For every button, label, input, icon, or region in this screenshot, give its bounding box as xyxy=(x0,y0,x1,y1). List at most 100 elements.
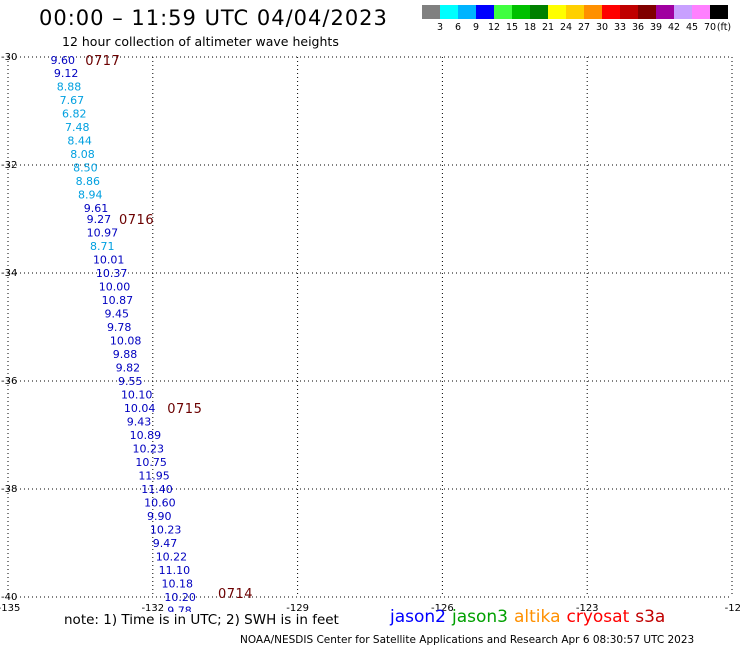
swh-value: 8.71 xyxy=(90,240,115,253)
altimeter-map: -30 -32 -34 -36 -38 -40-135 -132 -129 -126 -123 -1… xyxy=(0,52,740,613)
swh-value: 10.00 xyxy=(99,281,131,294)
swh-value: 9.61 xyxy=(84,202,109,215)
colorbar-swatch xyxy=(710,5,728,19)
swh-value: 9.27 xyxy=(87,213,112,226)
colorbar-label: 39 xyxy=(650,22,662,33)
colorbar-swatch xyxy=(548,5,566,19)
colorbar-label: 3 xyxy=(437,22,443,33)
colorbar-label: 24 xyxy=(560,22,572,33)
swh-value: 11.95 xyxy=(138,470,170,483)
colorbar-swatch xyxy=(674,5,692,19)
swh-value: 10.20 xyxy=(164,591,196,604)
colorbar-swatch xyxy=(638,5,656,19)
colorbar-label: 6 xyxy=(455,22,461,33)
latitude-label: -30 xyxy=(1,52,17,63)
colorbar-unit: (ft) xyxy=(717,22,731,33)
satellite-legend-jason3: jason3 xyxy=(452,607,508,627)
satellite-legend: jason2 jason3 altika cryosat s3a xyxy=(390,607,671,627)
colorbar-label: 21 xyxy=(542,22,554,33)
colorbar-swatch xyxy=(512,5,530,19)
latitude-label: -32 xyxy=(1,160,17,171)
colorbar-label: 45 xyxy=(686,22,698,33)
colorbar-swatch xyxy=(476,5,494,19)
swh-value: 11.40 xyxy=(141,483,173,496)
colorbar-swatch xyxy=(692,5,710,19)
latitude-label: -36 xyxy=(1,376,17,387)
map-title: 00:00 – 11:59 UTC 04/04/2023 xyxy=(39,6,388,30)
swh-value: 9.55 xyxy=(118,375,143,388)
swh-value: 10.37 xyxy=(96,267,128,280)
swh-value: 10.87 xyxy=(102,294,133,307)
swh-value: 9.88 xyxy=(113,348,138,361)
longitude-label: -120 xyxy=(725,603,740,612)
colorbar-label: 27 xyxy=(578,22,590,33)
longitude-label: -123 xyxy=(576,603,599,612)
map-subtitle: 12 hour collection of altimeter wave hei… xyxy=(62,34,339,49)
colorbar-label: 12 xyxy=(488,22,500,33)
colorbar-swatch xyxy=(656,5,674,19)
swh-value: 10.60 xyxy=(144,497,176,510)
satellite-legend-s3a: s3a xyxy=(635,607,666,627)
swh-value: 8.86 xyxy=(76,175,101,188)
swh-value: 6.82 xyxy=(62,108,87,121)
swh-value: 10.75 xyxy=(135,456,167,469)
longitude-label: -132 xyxy=(141,603,164,612)
track-time-label: 0717 xyxy=(85,54,120,69)
swh-value: 11.10 xyxy=(159,564,191,577)
longitude-label: -126 xyxy=(431,603,454,612)
latitude-label: -40 xyxy=(1,592,17,603)
footer-note: note: 1) Time is in UTC; 2) SWH is in fe… xyxy=(64,612,339,628)
colorbar-swatch xyxy=(584,5,602,19)
swh-value: 8.08 xyxy=(70,148,95,161)
swh-value: 9.12 xyxy=(54,67,79,80)
swh-value: 7.48 xyxy=(65,121,90,134)
swh-value: 9.82 xyxy=(116,362,141,375)
swh-value: 10.23 xyxy=(133,443,165,456)
wave-height-colorbar: 3 6 9 12 15 18 21 24 27 30 33 36 39 42 45 70 (ft) xyxy=(422,5,731,33)
swh-value: 10.97 xyxy=(87,227,119,240)
swh-value: 10.10 xyxy=(121,389,153,402)
satellite-legend-altika: altika xyxy=(514,607,561,627)
colorbar-label: 70 xyxy=(704,22,716,33)
track-time-label: 0716 xyxy=(119,213,154,228)
colorbar-label: 30 xyxy=(596,22,608,33)
longitude-label: -135 xyxy=(0,603,20,612)
swh-value: 9.43 xyxy=(127,416,151,429)
track-time-label: 0714 xyxy=(218,587,253,602)
swh-value: 10.22 xyxy=(156,551,188,564)
swh-value: 9.78 xyxy=(167,605,192,613)
swh-value: 10.89 xyxy=(130,429,162,442)
colorbar-swatch xyxy=(440,5,458,19)
swh-value: 9.90 xyxy=(147,510,172,523)
swh-value: 10.18 xyxy=(161,578,193,591)
colorbar-swatch xyxy=(602,5,620,19)
colorbar-label: 9 xyxy=(473,22,479,33)
swh-value: 10.08 xyxy=(110,335,142,348)
footer-credit: NOAA/NESDIS Center for Satellite Applica… xyxy=(240,634,695,646)
track-time-label: 0715 xyxy=(167,402,202,417)
longitude-label: -129 xyxy=(286,603,309,612)
satellite-legend-cryosat: cryosat xyxy=(566,607,630,627)
colorbar-swatch xyxy=(458,5,476,19)
colorbar-swatch xyxy=(494,5,512,19)
colorbar-label: 15 xyxy=(506,22,518,33)
colorbar-swatch xyxy=(422,5,440,19)
latitude-label: -38 xyxy=(1,484,17,495)
swh-value: 9.60 xyxy=(50,54,75,67)
colorbar-label: 36 xyxy=(632,22,644,33)
swh-value: 9.45 xyxy=(105,308,129,321)
swh-value: 9.47 xyxy=(153,537,178,550)
colorbar-label: 33 xyxy=(614,22,626,33)
satellite-legend-jason2: jason2 xyxy=(390,607,446,627)
colorbar-swatch xyxy=(620,5,638,19)
swh-value: 8.94 xyxy=(78,189,103,202)
colorbar-label: 18 xyxy=(524,22,536,33)
swh-value: 8.50 xyxy=(73,162,98,175)
swh-value: 8.88 xyxy=(57,81,81,94)
swh-value: 7.67 xyxy=(60,94,85,107)
swh-value: 10.01 xyxy=(93,254,125,267)
colorbar-swatch xyxy=(530,5,548,19)
swh-value: 8.44 xyxy=(67,135,92,148)
swh-value: 10.23 xyxy=(150,524,182,537)
swh-value: 9.78 xyxy=(107,321,131,334)
